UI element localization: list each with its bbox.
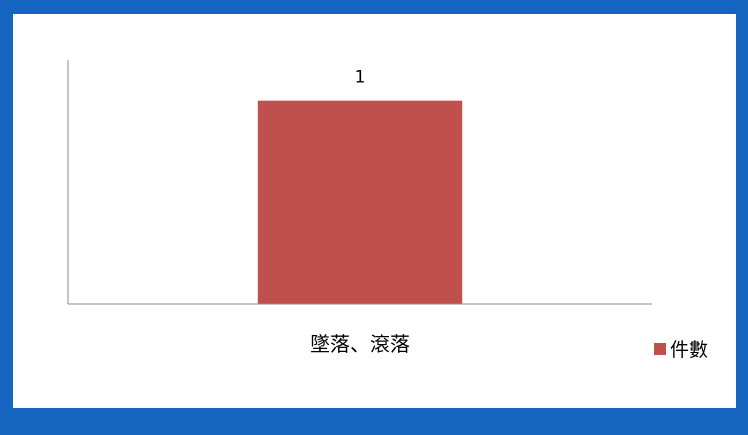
legend-swatch	[654, 343, 666, 355]
plot-area: 1 墜落、滾落	[257, 68, 463, 356]
data-label: 1	[355, 68, 366, 88]
x-tick-label: 墜落、滾落	[310, 332, 410, 356]
legend: 件數	[654, 339, 708, 361]
bar	[257, 100, 463, 305]
legend-label: 件數	[670, 339, 708, 361]
